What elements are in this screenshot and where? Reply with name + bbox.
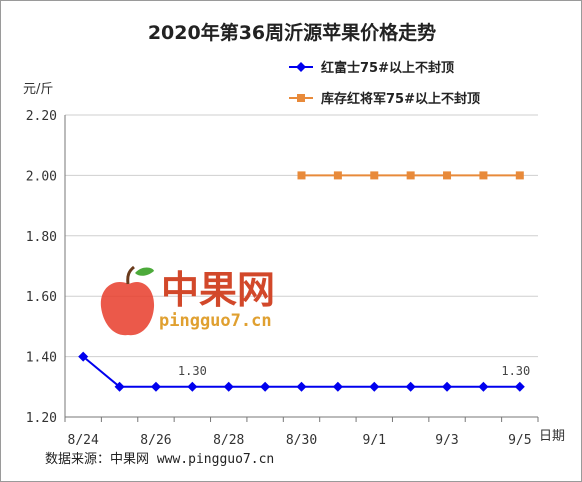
watermark-url: pingguo7.cn [159, 311, 272, 331]
apple-stem-icon [126, 265, 135, 285]
x-tick-label: 9/3 [435, 433, 458, 448]
y-tick-label: 1.80 [26, 230, 57, 245]
x-tick-label: 9/1 [363, 433, 386, 448]
legend-marker-1 [297, 94, 305, 102]
series-point-1 [515, 171, 524, 180]
series-point-0 [514, 381, 525, 392]
y-tick-label: 1.40 [26, 351, 57, 366]
series-point-0 [187, 381, 198, 392]
series-point-1 [479, 171, 488, 180]
series-point-0 [260, 381, 271, 392]
series-point-0 [442, 381, 453, 392]
y-tick-label: 2.20 [26, 109, 57, 124]
series-point-0 [369, 381, 380, 392]
data-label: 1.30 [178, 364, 207, 378]
series-point-1 [443, 171, 452, 180]
legend-label-0: 红富士75#以上不封顶 [321, 60, 454, 76]
y-tick-label: 2.00 [26, 169, 57, 184]
x-tick-label: 8/24 [68, 433, 99, 448]
watermark-brand: 中果网 [161, 268, 275, 312]
y-tick-label: 1.60 [26, 290, 57, 305]
legend-label-1: 库存红将军75#以上不封顶 [321, 91, 480, 107]
legend-marker-0 [296, 62, 306, 72]
x-tick-label: 8/30 [286, 433, 317, 448]
series-point-0 [478, 381, 489, 392]
x-tick-label: 9/5 [508, 433, 531, 448]
x-tick-label: 8/28 [213, 433, 244, 448]
y-tick-label: 1.20 [26, 411, 57, 426]
series-point-0 [114, 381, 125, 392]
x-tick-label: 8/26 [140, 433, 171, 448]
apple-logo-icon [100, 281, 155, 336]
series-point-1 [406, 171, 415, 180]
series-point-1 [333, 171, 342, 180]
apple-leaf-icon [135, 267, 154, 276]
data-label: 1.30 [501, 364, 530, 378]
series-point-1 [297, 171, 306, 180]
series-point-0 [78, 351, 89, 362]
chart-title: 2020年第36周沂源苹果价格走势 [148, 21, 436, 44]
x-axis-label: 日期 [539, 429, 565, 444]
series-point-1 [370, 171, 379, 180]
series-point-0 [405, 381, 416, 392]
source-text: 数据来源：中果网 www.pingguo7.cn [45, 452, 274, 467]
series-point-0 [332, 381, 343, 392]
series-point-0 [296, 381, 307, 392]
series-point-0 [150, 381, 161, 392]
series-point-0 [223, 381, 234, 392]
y-axis-label: 元/斤 [23, 82, 53, 97]
